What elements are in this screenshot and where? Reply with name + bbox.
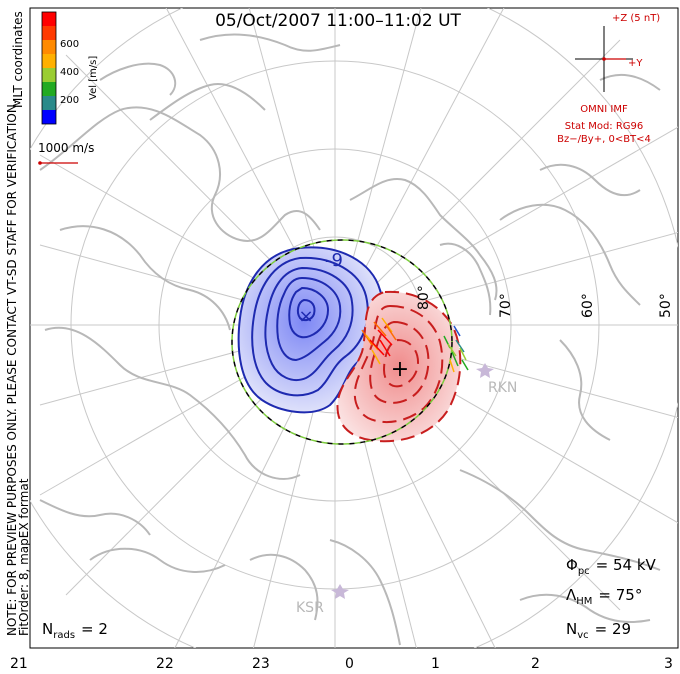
mlt-label-22: 22 xyxy=(156,656,174,672)
imf-clock: +Z (5 nT) +Y OMNI IMF Stat Mod: RG96 Bz−… xyxy=(557,13,660,145)
station-rkn-label: RKN xyxy=(488,380,517,396)
mlt-axis: 21 22 23 0 1 2 3 xyxy=(10,656,673,672)
mlt-label-2: 2 xyxy=(531,656,540,672)
station-rkn: RKN xyxy=(476,363,517,396)
vector-scale: 1000 m/s xyxy=(38,141,94,165)
velocity-colorbar: 600 400 200 Vel [m/s] xyxy=(41,11,99,125)
station-ksr: KSR xyxy=(296,584,349,616)
vector-scale-label: 1000 m/s xyxy=(38,141,94,155)
station-ksr-icon xyxy=(331,584,349,599)
colorbar-tick-600: 600 xyxy=(60,39,79,50)
lat-label-70: 70° xyxy=(498,293,514,318)
fit-order-note: FitOrder: 8, mapEX format xyxy=(17,478,31,636)
potential-max-marker: + xyxy=(391,357,409,382)
hm-boundary-green xyxy=(231,239,453,445)
coastlines xyxy=(39,33,661,646)
mlt-label-3: 3 xyxy=(664,656,673,672)
phi-pc: Φpc = 54 kV xyxy=(566,556,657,577)
imf-y-label: +Y xyxy=(628,58,643,69)
lambda-hm: ΛHM = 75° xyxy=(566,586,642,607)
mlt-label-0: 0 xyxy=(345,656,354,672)
n-vc: Nvc = 29 xyxy=(566,620,631,641)
map-title: 05/Oct/2007 11:00–11:02 UT xyxy=(215,11,461,31)
coords-label: MLT coordinates xyxy=(11,11,25,108)
imf-model-line1: Stat Mod: RG96 xyxy=(565,121,644,132)
contour-label-min: -9 xyxy=(325,250,343,271)
n-rads: Nrads = 2 xyxy=(42,620,108,641)
colorbar-tick-200: 200 xyxy=(60,95,79,106)
colorbar-tick-400: 400 xyxy=(60,67,79,78)
station-rkn-icon xyxy=(476,363,494,378)
potential-min-marker: × xyxy=(298,306,313,327)
imf-model-line2: Bz−/By+, 0<BT<4 xyxy=(557,134,651,145)
velocity-vectors xyxy=(361,317,469,373)
stats-box: Φpc = 54 kV ΛHM = 75° Nvc = 29 Nrads = 2 xyxy=(42,556,657,641)
lat-label-50: 50° xyxy=(658,293,674,318)
lat-label-80: 80° xyxy=(416,285,432,310)
mlt-label-23: 23 xyxy=(252,656,270,672)
station-ksr-label: KSR xyxy=(296,600,324,616)
imf-source: OMNI IMF xyxy=(580,104,628,115)
preview-note: NOTE: FOR PREVIEW PURPOSES ONLY. PLEASE … xyxy=(5,100,19,636)
mlt-label-1: 1 xyxy=(431,656,440,672)
colorbar-label: Vel [m/s] xyxy=(88,56,99,100)
convection-pattern: × + xyxy=(231,239,469,445)
lat-label-60: 60° xyxy=(580,293,596,318)
mlt-label-21: 21 xyxy=(10,656,28,672)
imf-z-label: +Z (5 nT) xyxy=(612,13,660,24)
